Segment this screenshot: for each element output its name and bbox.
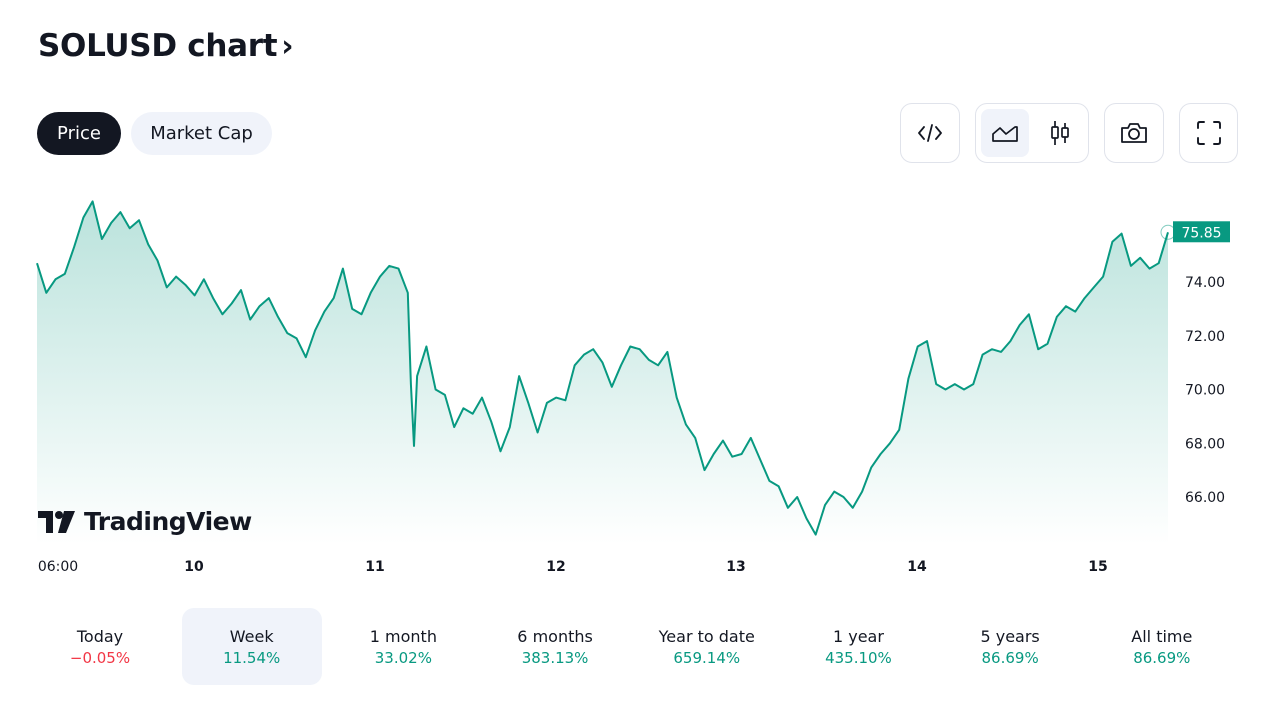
y-tick-label: 68.00 bbox=[1185, 436, 1225, 452]
period-label: All time bbox=[1131, 626, 1193, 646]
y-tick-label: 70.00 bbox=[1185, 383, 1225, 399]
price-chart[interactable]: 66.00 68.00 70.00 72.00 74.00 06:00 10 11 12 13 14… bbox=[0, 180, 1280, 600]
period-label: 1 month bbox=[369, 626, 437, 646]
y-tick-label: 74.00 bbox=[1185, 275, 1225, 291]
page-title[interactable]: SOLUSD chart › bbox=[38, 28, 294, 64]
period-week[interactable]: Week 11.54% bbox=[181, 608, 322, 685]
period-change: 383.13% bbox=[521, 648, 589, 667]
price-area-fill bbox=[37, 201, 1168, 545]
x-tick-label: 06:00 bbox=[38, 559, 78, 575]
period-all-time[interactable]: All time 86.69% bbox=[1092, 608, 1232, 685]
embed-code-icon bbox=[901, 104, 959, 162]
period-today[interactable]: Today −0.05% bbox=[30, 608, 170, 685]
period-label: Today bbox=[76, 626, 124, 646]
fullscreen-icon bbox=[1180, 104, 1237, 162]
x-tick-label: 12 bbox=[546, 559, 565, 575]
y-tick-label: 72.00 bbox=[1185, 329, 1225, 345]
period-change: −0.05% bbox=[69, 648, 131, 667]
chevron-right-icon: › bbox=[281, 28, 294, 64]
x-tick-label: 10 bbox=[184, 559, 204, 575]
period-label: 5 years bbox=[980, 626, 1040, 646]
period-label: 6 months bbox=[517, 626, 593, 646]
chart-svg[interactable]: 66.00 68.00 70.00 72.00 74.00 06:00 10 11 12 13 14… bbox=[0, 180, 1280, 600]
period-1-year[interactable]: 1 year 435.10% bbox=[788, 608, 928, 685]
period-label: Week bbox=[229, 626, 274, 646]
period-6-months[interactable]: 6 months 383.13% bbox=[485, 608, 625, 685]
area-chart-icon[interactable] bbox=[981, 109, 1029, 157]
period-label: 1 year bbox=[832, 626, 884, 646]
last-price-label: 75.85 bbox=[1181, 225, 1221, 241]
period-year-to-date[interactable]: Year to date 659.14% bbox=[637, 608, 777, 685]
camera-icon bbox=[1105, 104, 1163, 162]
period-change: 11.54% bbox=[223, 648, 281, 667]
price-series-line bbox=[36, 200, 1169, 536]
title-text: SOLUSD chart bbox=[38, 28, 278, 64]
period-1-month[interactable]: 1 month 33.02% bbox=[333, 608, 473, 685]
chart-type-group bbox=[975, 103, 1089, 163]
embed-button[interactable] bbox=[900, 103, 960, 163]
period-label: Year to date bbox=[658, 626, 755, 646]
candlestick-icon[interactable] bbox=[1036, 109, 1084, 157]
x-tick-label: 11 bbox=[365, 559, 384, 575]
snapshot-button[interactable] bbox=[1104, 103, 1164, 163]
fullscreen-button[interactable] bbox=[1179, 103, 1238, 163]
tradingview-logo[interactable]: TradingView bbox=[38, 507, 252, 536]
period-change: 659.14% bbox=[673, 648, 741, 667]
x-tick-label: 15 bbox=[1088, 559, 1107, 575]
period-change: 86.69% bbox=[981, 648, 1039, 667]
tradingview-logo-text: TradingView bbox=[84, 507, 252, 536]
period-change: 435.10% bbox=[825, 648, 892, 667]
y-tick-label: 66.00 bbox=[1185, 490, 1225, 506]
market-cap-toggle-button[interactable]: Market Cap bbox=[131, 112, 272, 155]
period-change: 33.02% bbox=[374, 648, 432, 667]
period-5-years[interactable]: 5 years 86.69% bbox=[940, 608, 1080, 685]
tradingview-logo-icon bbox=[38, 510, 75, 533]
price-toggle-button[interactable]: Price bbox=[37, 112, 121, 155]
period-selector: Today −0.05% Week 11.54% 1 month 33.02% … bbox=[30, 608, 1252, 685]
period-change: 86.69% bbox=[1133, 648, 1191, 667]
x-tick-label: 14 bbox=[907, 559, 927, 575]
x-tick-label: 13 bbox=[726, 559, 745, 575]
last-price-badge bbox=[1173, 221, 1230, 243]
